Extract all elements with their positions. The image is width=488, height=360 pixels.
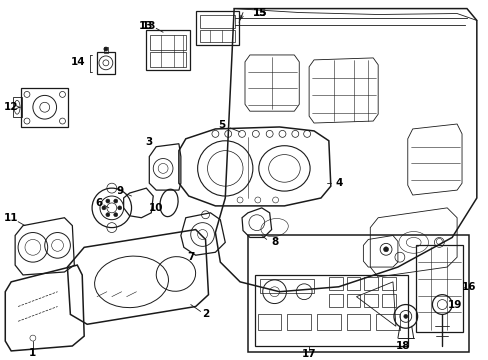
Text: 15: 15 — [252, 8, 266, 18]
Bar — [364, 294, 377, 306]
Bar — [150, 52, 185, 67]
Circle shape — [104, 47, 108, 51]
Bar — [13, 97, 22, 117]
Bar — [381, 277, 395, 290]
Text: 1: 1 — [29, 348, 37, 358]
Text: 17: 17 — [301, 349, 316, 359]
Bar — [346, 277, 360, 290]
Text: 3: 3 — [145, 137, 153, 147]
Bar — [21, 87, 68, 127]
Text: 11: 11 — [4, 213, 19, 223]
Bar — [328, 294, 342, 306]
Bar — [199, 14, 235, 28]
Text: 4: 4 — [334, 178, 342, 188]
Bar — [146, 30, 189, 70]
Text: 13: 13 — [139, 21, 153, 31]
Text: 5: 5 — [218, 120, 225, 130]
Text: 13: 13 — [142, 21, 156, 31]
Text: 14: 14 — [71, 57, 85, 67]
Text: 10: 10 — [149, 203, 163, 213]
Text: 18: 18 — [395, 341, 409, 351]
Circle shape — [106, 199, 110, 203]
Bar — [375, 314, 399, 330]
Bar — [328, 277, 342, 290]
Text: 8: 8 — [270, 237, 278, 247]
Bar — [381, 294, 395, 306]
Circle shape — [114, 213, 118, 217]
Circle shape — [114, 199, 118, 203]
Bar — [195, 10, 239, 45]
Bar — [346, 294, 360, 306]
Bar — [97, 52, 115, 74]
Bar — [259, 279, 313, 293]
Text: 7: 7 — [187, 252, 194, 262]
Text: 2: 2 — [202, 309, 209, 319]
Bar — [316, 314, 340, 330]
Bar — [415, 246, 462, 332]
Bar — [257, 314, 281, 330]
Bar — [364, 277, 377, 290]
Bar — [287, 314, 310, 330]
Bar — [104, 47, 108, 53]
Circle shape — [383, 247, 388, 252]
Bar — [254, 275, 407, 346]
Text: 6: 6 — [95, 198, 102, 208]
Text: 15: 15 — [252, 8, 266, 18]
Text: 9: 9 — [116, 186, 123, 196]
Bar — [199, 30, 235, 42]
Text: 16: 16 — [461, 282, 475, 292]
Circle shape — [403, 314, 407, 318]
Bar — [346, 314, 369, 330]
Text: 19: 19 — [447, 300, 461, 310]
Bar — [247, 235, 468, 352]
Bar — [150, 35, 185, 50]
Circle shape — [118, 206, 122, 210]
Circle shape — [102, 206, 106, 210]
Circle shape — [106, 213, 110, 217]
Text: 12: 12 — [4, 102, 19, 112]
